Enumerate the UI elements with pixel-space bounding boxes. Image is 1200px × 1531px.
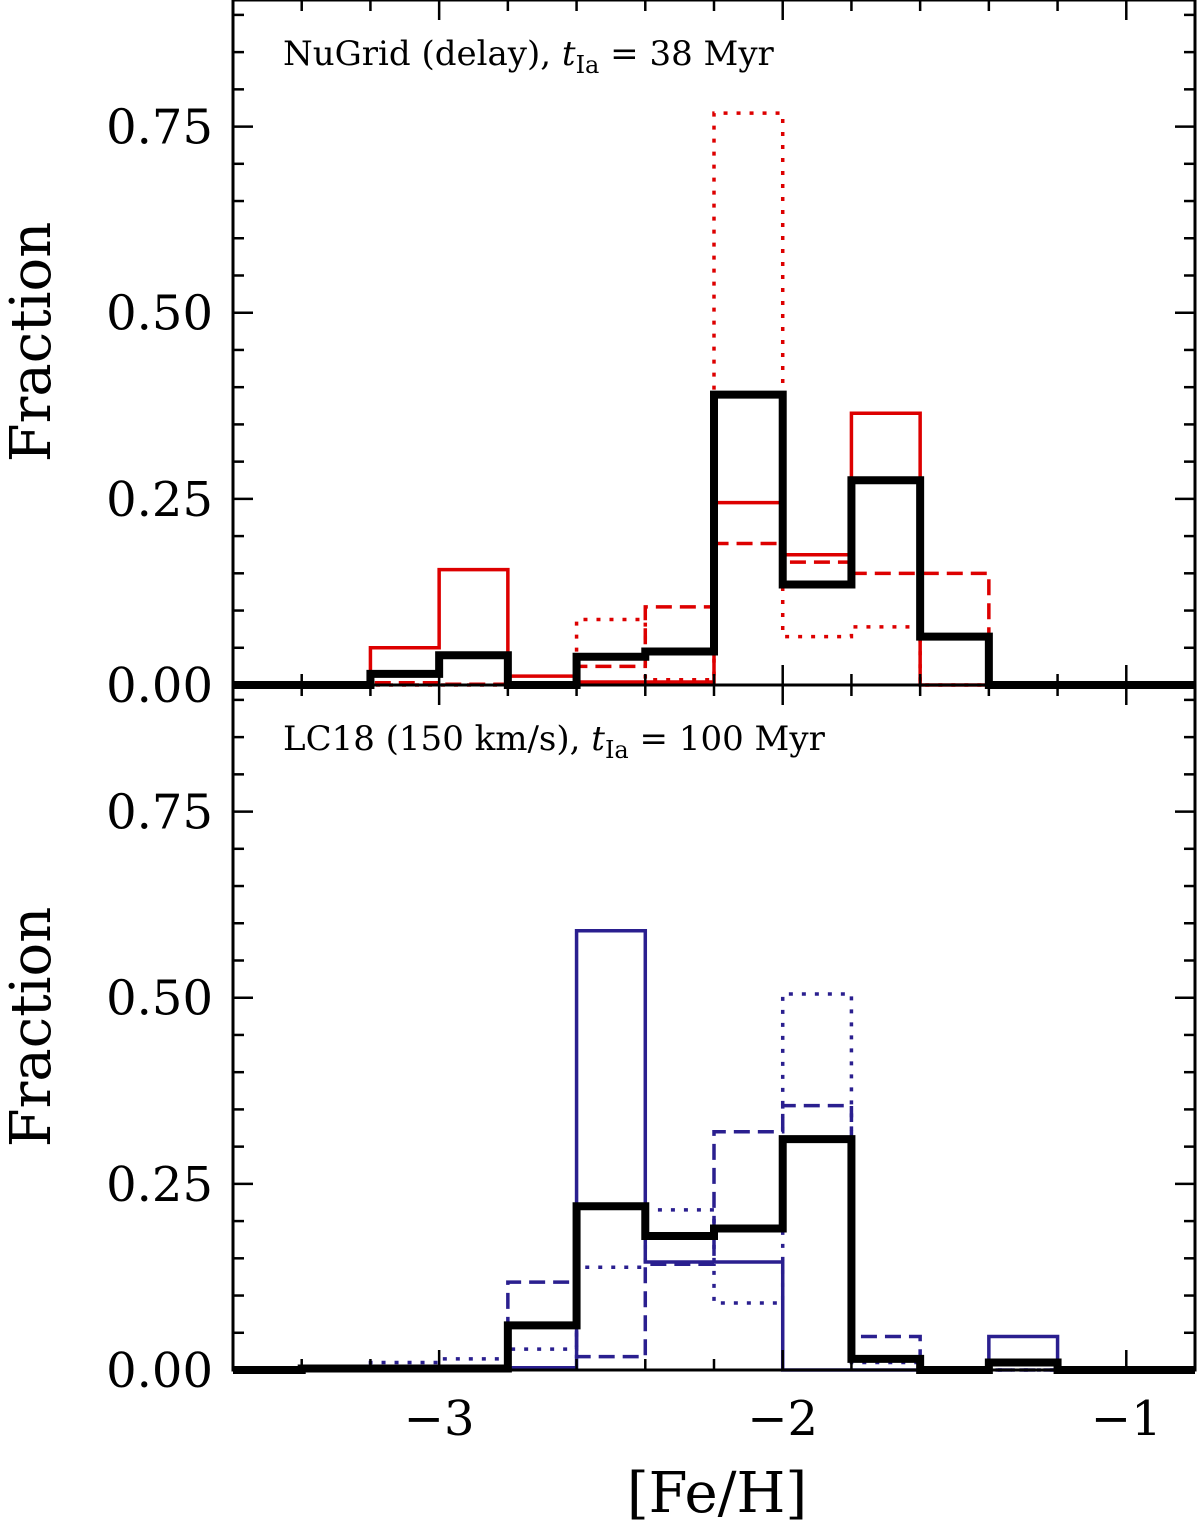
y-tick-label: 0.75 [106, 100, 213, 156]
top-histograms [233, 111, 1195, 689]
bottom-histograms [233, 928, 1195, 1374]
bottom-y-tick-labels: 0.00 0.25 0.50 0.75 [106, 785, 213, 1399]
bottom-panel: 0.00 0.25 0.50 0.75 −3 −2 −1 Fraction LC18 (1… [0, 683, 1197, 1447]
bottom-plot-frame [231, 683, 1197, 1372]
y-tick-label: 0.25 [106, 472, 213, 528]
bottom-ticks [233, 685, 1195, 1372]
x-tick-label: −1 [1091, 1391, 1162, 1447]
annotation-value: = 38 Myr [599, 34, 774, 74]
annotation-subscript: Ia [605, 736, 629, 764]
annotation-t: t [591, 719, 605, 759]
bottom-x-tick-labels: −3 −2 −1 [404, 1391, 1162, 1447]
x-axis-label: [Fe/H] [627, 1461, 807, 1526]
x-tick-label: −3 [404, 1391, 475, 1447]
y-tick-label: 0.25 [106, 1157, 213, 1213]
top-model-annotation: NuGrid (delay), tIa = 38 Myr [283, 34, 775, 79]
top-y-axis-label: Fraction [0, 222, 64, 463]
bottom-y-axis-label: Fraction [0, 907, 64, 1148]
annotation-subscript: Ia [576, 51, 600, 79]
top-panel: 0.00 0.25 0.50 0.75 Fraction NuGrid (delay)… [0, 0, 1197, 714]
top-y-tick-labels: 0.00 0.25 0.50 0.75 [106, 100, 213, 714]
bottom-model-annotation: LC18 (150 km/s), tIa = 100 Myr [283, 719, 826, 764]
annotation-t: t [562, 34, 576, 74]
top-ticks [233, 0, 1195, 687]
y-tick-label: 0.75 [106, 785, 213, 841]
y-tick-label: 0.50 [106, 286, 213, 342]
top-series-observed [233, 390, 1195, 689]
annotation-text: LC18 (150 km/s), [283, 719, 591, 759]
x-tick-label: −2 [747, 1391, 818, 1447]
y-tick-label: 0.50 [106, 971, 213, 1027]
annotation-value: = 100 Myr [629, 719, 826, 759]
annotation-text: NuGrid (delay), [283, 34, 562, 74]
y-tick-label: 0.00 [106, 1343, 213, 1399]
y-tick-label: 0.00 [106, 658, 213, 714]
